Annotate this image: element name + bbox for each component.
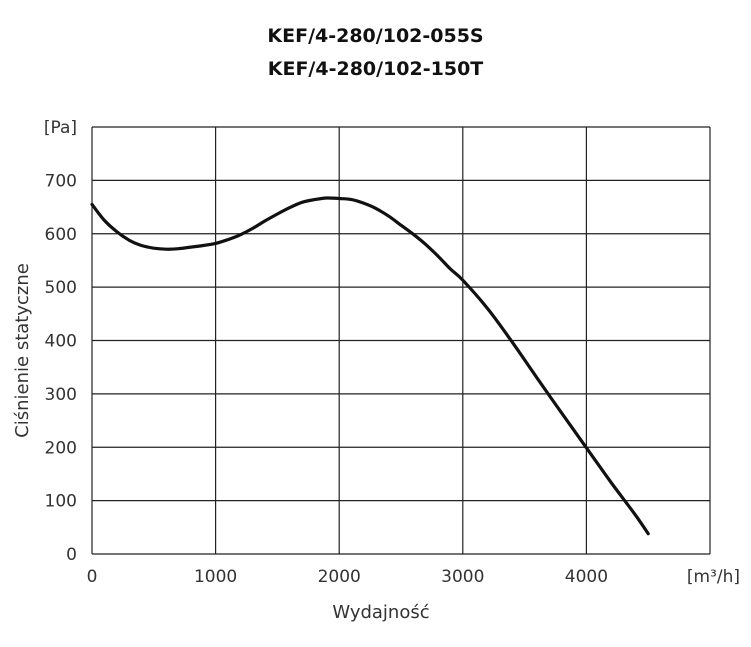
y-tick-label: 500: [45, 278, 77, 298]
y-tick-label: 700: [45, 171, 77, 191]
y-tick-label: 400: [45, 332, 77, 352]
x-tick-label: 2000: [318, 567, 361, 587]
x-unit-label: [m³/h]: [687, 567, 740, 587]
x-tick-label: 4000: [565, 567, 608, 587]
y-axis-title: Ciśnienie statyczne: [12, 263, 33, 438]
series-line: [90, 196, 650, 536]
x-tick-label: 0: [87, 567, 98, 587]
x-tick-label: 1000: [194, 567, 237, 587]
x-axis-title: Wydajność: [332, 602, 429, 623]
x-tick-label: 3000: [441, 567, 484, 587]
chart-subtitle: KEF/4-280/102-150T: [267, 58, 484, 80]
y-tick-label: 200: [45, 438, 77, 458]
y-tick-label: 100: [45, 492, 77, 512]
y-tick-label: 0: [66, 545, 77, 565]
chart-title: KEF/4-280/102-055S: [267, 25, 484, 47]
y-unit-label: [Pa]: [44, 118, 77, 138]
y-tick-label: 600: [45, 225, 77, 245]
y-tick-label: 300: [45, 385, 77, 405]
